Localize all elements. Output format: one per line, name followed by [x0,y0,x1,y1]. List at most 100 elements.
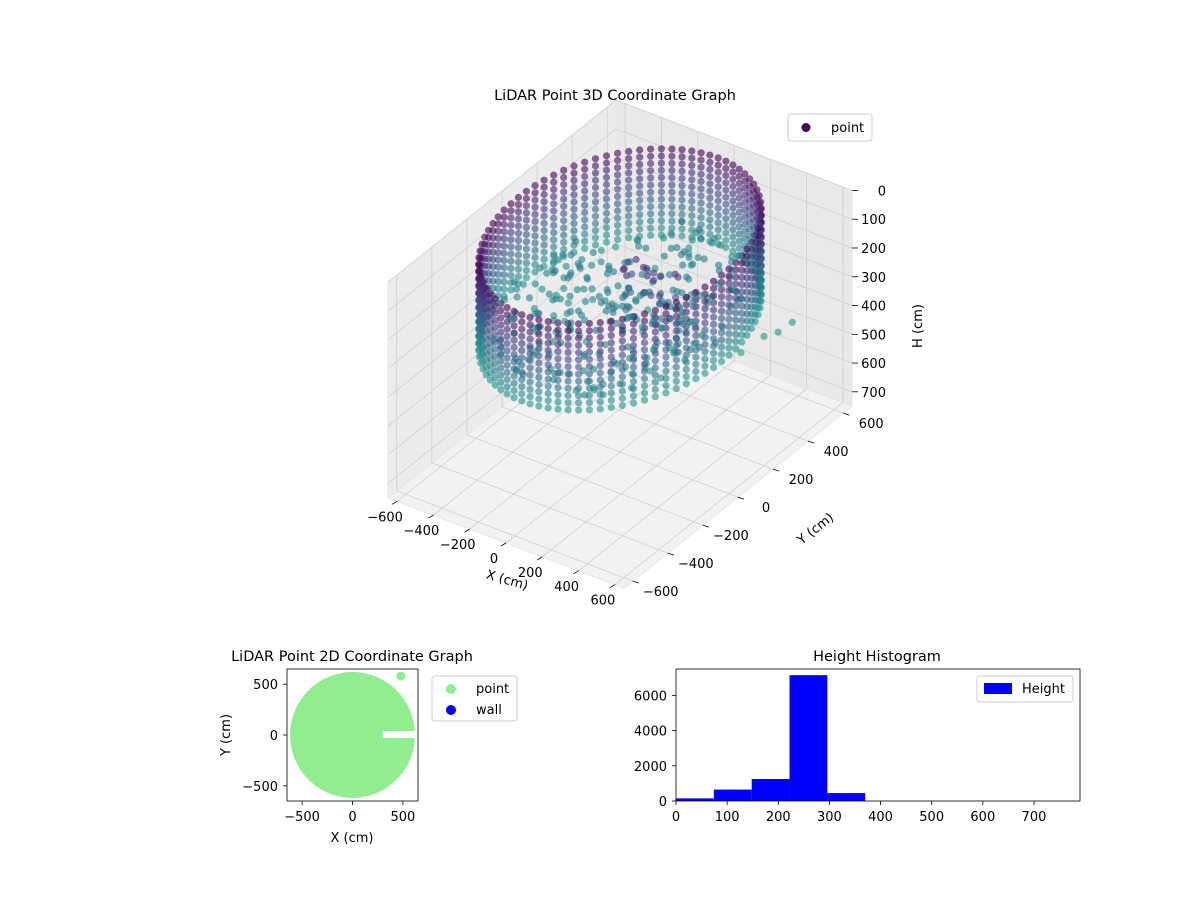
chart3d-point [497,364,505,372]
chart3d-point [629,399,638,407]
chart3d-title: LiDAR Point 3D Coordinate Graph [494,88,736,104]
chart3d-point [722,193,730,201]
chart3d-point [503,354,511,362]
chart3d-point [476,247,484,255]
chart3d-point [554,384,562,392]
chart3d-point [581,187,589,195]
chart3d-point [614,200,622,208]
chart3d-point [544,397,552,405]
chart3d-point [596,398,604,406]
chart3d-point [518,397,526,405]
chart3d-point [725,301,733,309]
chart3d-point [510,343,518,351]
chart3d-point [668,152,676,160]
hist-ytick-label: 2000 [634,760,667,775]
chart3d-point [522,252,531,260]
chart3d-point [535,316,543,324]
chart3d-point [514,236,523,245]
chart3d-point [503,311,511,319]
chart3d-point [657,217,666,225]
chart3d-point [729,175,737,183]
chart3d-point [591,219,600,227]
chart3d-point [650,346,658,354]
chart3d-point [735,237,743,245]
chart3d-point [531,253,539,262]
chart3d-point [607,382,615,390]
chart3d-point [732,309,740,317]
chart3d-point [689,302,697,310]
chart3d-point [573,286,581,294]
chart3d-xtick-label: 600 [590,594,615,609]
chart3d-gridline-y [501,406,739,498]
chart3d-point [522,202,531,210]
chart3d-point [550,250,558,258]
chart3d-point [655,292,664,300]
chart3d-point [638,270,646,279]
chart3d-point [628,370,637,378]
chart3d-legend-box [787,113,873,142]
chart3d-point [743,324,751,332]
chart2d-notch [382,731,418,738]
chart3d-legend-label: point [831,121,864,136]
hist-bar [751,779,790,801]
chart3d-point [585,406,594,414]
chart3d-point [554,340,562,349]
chart3d-point [544,339,552,347]
hist-ytick-label: 6000 [634,689,667,704]
chart3d-point [718,336,726,344]
chart3d-point [692,310,700,318]
chart3d-point [718,357,726,366]
chart3d-point [735,201,743,209]
chart3d-point [564,384,572,392]
chart3d-point [636,218,644,226]
chart3d-point [591,155,600,163]
chart3d-point [632,296,640,304]
chart3d-point [714,240,722,248]
chart3d-point [525,294,534,302]
chart3d-ytick [772,468,780,472]
chart3d-point [732,345,740,353]
chart3d-point [688,226,696,234]
chart3d-point [575,320,583,328]
chart3d-point [607,332,615,340]
chart3d-point [718,314,726,322]
chart3d-point [510,329,518,337]
chart3d-point [554,348,562,356]
chart3d-point [575,370,583,378]
chart3d-point [497,335,505,343]
chart3d-point [683,273,691,281]
chart3d-point [570,212,578,220]
chart3d-point [514,215,523,223]
chart3d-point [732,323,740,331]
chart3d-point [591,162,600,170]
chart3d-point [607,360,615,368]
chart3d-point [500,278,508,286]
chart3d-point [526,364,534,372]
chart3d-point [596,369,604,377]
chart3d-point [581,158,589,166]
chart3d-point [507,250,515,258]
chart3d-point [602,224,611,232]
chart3d-point [660,252,668,260]
chart3d-point [710,335,718,343]
chart3d-point [602,152,611,160]
chart3d-point [580,351,588,359]
chart3d-point [714,226,722,234]
chart3d-point [581,180,589,188]
chart3d-point [522,230,531,239]
chart3d-point [545,290,553,298]
chart3d-point [618,330,627,338]
chart3d-point [687,261,695,269]
chart3d-point [714,154,722,162]
chart3d-ylabel: Y (cm) [794,510,837,548]
chart3d-point [518,332,526,340]
chart3d-point [743,267,751,275]
chart3d-point [722,207,730,216]
chart3d-point [670,349,678,357]
chart3d-point [575,399,583,407]
chart3d-point [658,315,666,323]
hist-xtick-label: 300 [817,810,842,825]
chart3d-point [540,219,548,227]
chart3d-point [672,305,680,313]
chart3d-point [614,156,622,165]
